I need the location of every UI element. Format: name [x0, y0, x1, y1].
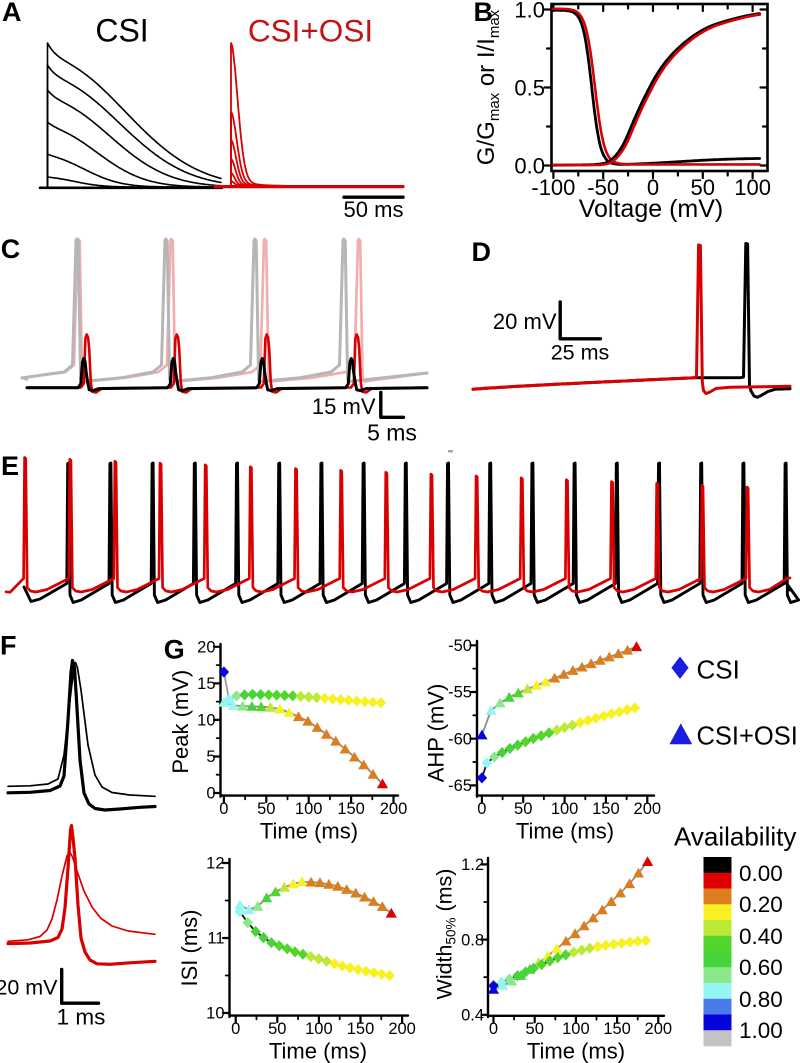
svg-text:0.20: 0.20 — [739, 892, 783, 917]
svg-text:Time (ms): Time (ms) — [260, 819, 358, 844]
svg-text:D: D — [472, 237, 492, 267]
svg-text:1 ms: 1 ms — [57, 1005, 106, 1030]
svg-text:-100: -100 — [531, 175, 575, 200]
svg-text:1.0: 1.0 — [514, 0, 545, 23]
svg-text:Time (ms): Time (ms) — [527, 1039, 625, 1063]
svg-text:0.5: 0.5 — [514, 76, 545, 101]
svg-text:200: 200 — [380, 800, 408, 818]
svg-text:25 ms: 25 ms — [551, 341, 610, 365]
svg-text:15 mV: 15 mV — [312, 394, 376, 419]
svg-text:C: C — [1, 234, 21, 264]
svg-text:0.40: 0.40 — [739, 924, 783, 949]
svg-text:Time (ms): Time (ms) — [516, 819, 614, 844]
svg-text:5 ms: 5 ms — [367, 420, 417, 446]
svg-text:150: 150 — [592, 800, 620, 818]
svg-text:100: 100 — [734, 175, 771, 200]
svg-text:50: 50 — [514, 800, 532, 818]
svg-text:CSI+OSI: CSI+OSI — [248, 13, 373, 49]
svg-text:AHP (mV): AHP (mV) — [424, 684, 449, 783]
svg-text:CSI: CSI — [697, 655, 740, 685]
svg-text:100: 100 — [562, 1020, 590, 1038]
svg-text:50 ms: 50 ms — [344, 197, 404, 222]
svg-text:-55: -55 — [448, 684, 472, 702]
svg-text:50: 50 — [257, 800, 275, 818]
svg-text:-65: -65 — [448, 777, 472, 795]
svg-text:0.8: 0.8 — [461, 931, 484, 949]
svg-text:150: 150 — [337, 800, 365, 818]
svg-text:50: 50 — [268, 1020, 286, 1038]
svg-text:-50: -50 — [448, 637, 472, 655]
svg-text:A: A — [2, 0, 22, 27]
svg-text:F: F — [0, 631, 17, 661]
svg-text:10: 10 — [197, 712, 215, 730]
svg-text:150: 150 — [347, 1020, 375, 1038]
svg-text:10: 10 — [206, 1005, 224, 1023]
svg-text:1.2: 1.2 — [461, 856, 484, 874]
svg-text:0.60: 0.60 — [739, 955, 783, 980]
svg-text:100: 100 — [305, 1020, 333, 1038]
svg-text:0: 0 — [231, 1020, 240, 1038]
svg-text:Peak (mV): Peak (mV) — [168, 670, 193, 774]
svg-text:0.0: 0.0 — [514, 154, 545, 179]
svg-text:50: 50 — [691, 175, 715, 200]
svg-text:ISI (ms): ISI (ms) — [177, 910, 202, 987]
svg-text:CSI+OSI: CSI+OSI — [697, 723, 798, 751]
svg-text:E: E — [1, 451, 19, 481]
svg-text:Voltage (mV): Voltage (mV) — [579, 195, 724, 223]
svg-text:5: 5 — [206, 748, 215, 766]
svg-text:200: 200 — [634, 800, 662, 818]
svg-text:20 mV: 20 mV — [493, 309, 557, 334]
svg-text:Width50% (ms): Width50% (ms) — [433, 869, 459, 1000]
svg-text:1.00: 1.00 — [739, 1018, 783, 1043]
svg-text:20: 20 — [197, 639, 215, 657]
svg-text:-60: -60 — [448, 730, 472, 748]
svg-text:B: B — [474, 0, 494, 27]
svg-text:50: 50 — [526, 1020, 544, 1038]
svg-text:0.80: 0.80 — [739, 987, 783, 1012]
svg-text:150: 150 — [603, 1020, 631, 1038]
svg-text:0: 0 — [219, 800, 228, 818]
svg-text:G: G — [164, 635, 185, 665]
svg-text:0: 0 — [647, 175, 659, 200]
svg-text:12: 12 — [206, 855, 224, 873]
svg-text:0: 0 — [489, 1020, 498, 1038]
svg-text:20 mV: 20 mV — [0, 976, 58, 1000]
svg-text:G/Gmax or I/Imax: G/Gmax or I/Imax — [473, 9, 503, 165]
svg-text:100: 100 — [295, 800, 323, 818]
svg-text:-50: -50 — [587, 175, 619, 200]
svg-text:15: 15 — [197, 675, 215, 693]
svg-text:Time (ms): Time (ms) — [269, 1039, 367, 1063]
svg-text:0: 0 — [477, 800, 486, 818]
svg-text:200: 200 — [645, 1020, 673, 1038]
svg-text:0.4: 0.4 — [461, 1007, 484, 1025]
svg-text:100: 100 — [551, 800, 579, 818]
svg-text:200: 200 — [388, 1020, 416, 1038]
svg-text:0: 0 — [206, 785, 215, 803]
svg-text:0.00: 0.00 — [739, 861, 783, 886]
svg-text:11: 11 — [207, 930, 224, 948]
svg-text:Availability: Availability — [674, 822, 796, 852]
svg-text:CSI: CSI — [95, 13, 148, 49]
